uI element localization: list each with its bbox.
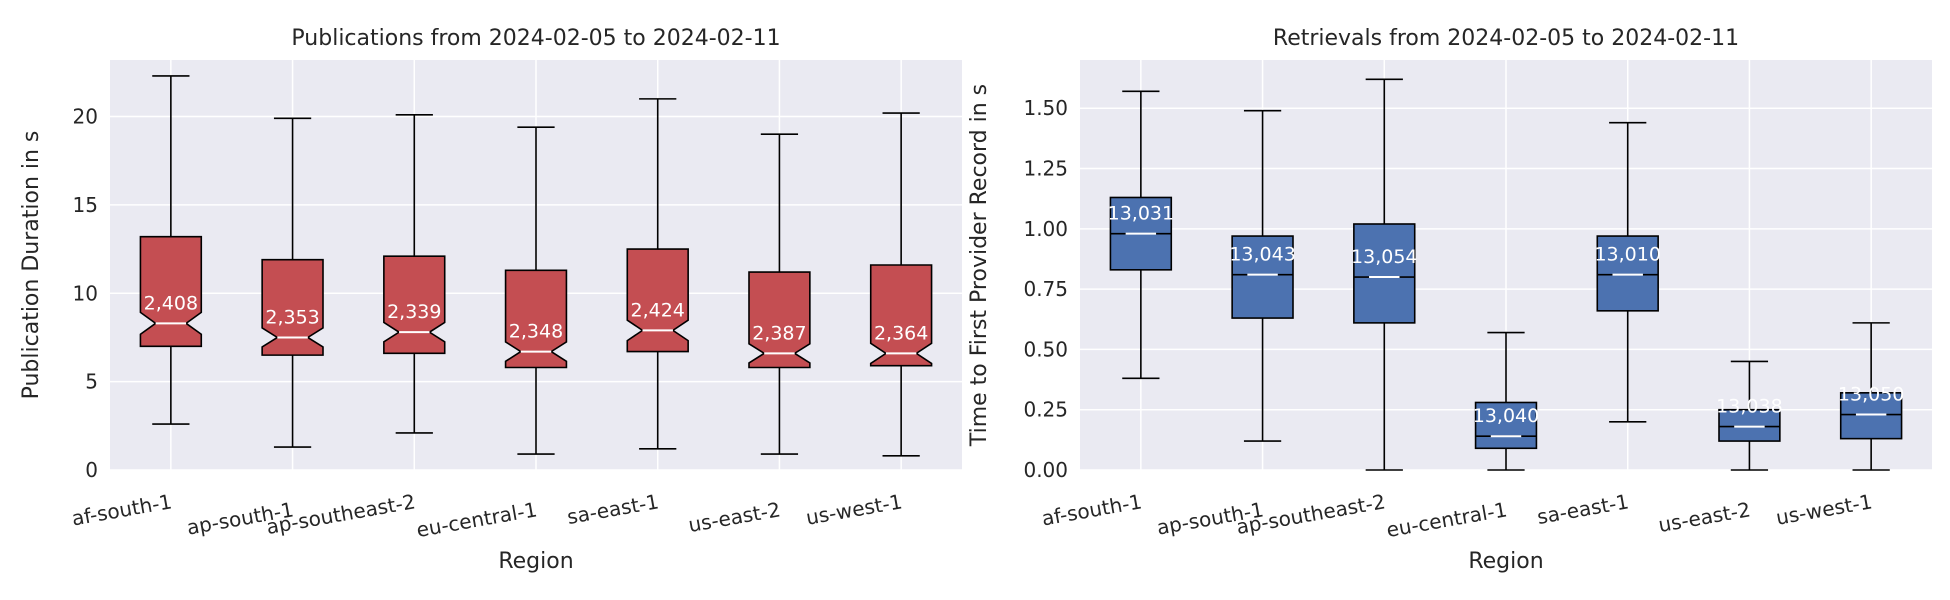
y-tick-label: 1.25	[1023, 157, 1068, 181]
box-body	[1474, 401, 1538, 450]
x-axis-label: Region	[1468, 549, 1543, 574]
box-body	[383, 255, 446, 355]
y-tick-label: 10	[73, 281, 98, 305]
box-us-east-2: 13,038	[1716, 360, 1783, 471]
box-ap-south-1: 13,043	[1229, 109, 1296, 442]
count-label: 13,050	[1838, 384, 1904, 406]
x-tick-label: us-east-2	[686, 497, 782, 537]
count-label: 2,339	[387, 301, 441, 323]
box-ap-south-1: 2,353	[261, 117, 324, 448]
box-body	[626, 248, 689, 353]
x-tick-label: us-west-1	[1774, 489, 1874, 530]
count-label: 2,353	[265, 306, 319, 328]
y-tick-label: 0.75	[1023, 277, 1068, 301]
y-tick-label: 0.25	[1023, 398, 1068, 422]
box-body	[1718, 408, 1781, 442]
count-label: 2,387	[752, 322, 806, 344]
box-body	[1839, 392, 1903, 440]
count-label: 13,010	[1594, 244, 1660, 266]
x-tick-label: af-south-1	[70, 489, 174, 530]
count-label: 13,043	[1229, 244, 1295, 266]
box-af-south-1: 13,031	[1108, 90, 1174, 380]
x-axis-label: Region	[498, 549, 573, 574]
chart-title: Publications from 2024-02-05 to 2024-02-…	[291, 26, 780, 51]
y-tick-label: 0.50	[1023, 337, 1068, 361]
x-tick-label: sa-east-1	[565, 489, 660, 529]
x-tick-label: eu-central-1	[1385, 497, 1509, 542]
box-us-west-1: 13,050	[1838, 322, 1904, 471]
box-body	[504, 269, 568, 369]
box-af-south-1: 2,408	[139, 75, 203, 425]
count-label: 13,054	[1351, 246, 1417, 268]
y-tick-label: 1.00	[1023, 217, 1068, 241]
box-us-east-2: 2,387	[748, 133, 811, 455]
y-tick-label: 0	[85, 458, 98, 482]
x-tick-label: sa-east-1	[1535, 489, 1630, 529]
count-label: 2,408	[144, 292, 198, 314]
y-tick-label: 5	[85, 370, 98, 394]
count-label: 2,424	[631, 299, 685, 321]
x-tick-label: us-west-1	[804, 489, 904, 530]
box-us-west-1: 2,364	[869, 112, 933, 457]
box-body	[1231, 235, 1294, 319]
box-body	[869, 264, 933, 367]
chart-title: Retrievals from 2024-02-05 to 2024-02-11	[1273, 26, 1739, 51]
count-label: 13,038	[1716, 396, 1782, 418]
y-tick-label: 15	[73, 193, 98, 217]
x-tick-label: ap-southeast-2	[1234, 489, 1387, 539]
box-body	[1596, 235, 1659, 312]
box-body	[748, 271, 811, 369]
box-eu-central-1: 13,040	[1473, 331, 1539, 471]
box-sa-east-1: 13,010	[1594, 121, 1661, 423]
x-tick-label: ap-southeast-2	[264, 489, 417, 539]
x-tick-label: us-east-2	[1656, 497, 1752, 537]
y-axis-label: Time to First Provider Record in s	[967, 84, 992, 447]
count-label: 13,040	[1473, 405, 1539, 427]
box-sa-east-1: 2,424	[626, 98, 689, 450]
box-body	[1353, 223, 1416, 324]
x-tick-label: eu-central-1	[415, 497, 539, 542]
chart-retrievals: 0.00 0.25 0.50 0.75 1.00 1.25 1.50 af-south-1 ap…	[967, 26, 1932, 574]
y-tick-label: 20	[73, 105, 98, 129]
x-tick-label: af-south-1	[1040, 489, 1144, 530]
count-label: 2,364	[874, 322, 928, 344]
y-tick-label: 0.00	[1023, 458, 1068, 482]
count-label: 2,348	[509, 321, 563, 343]
y-axis-label: Publication Duration in s	[19, 131, 44, 400]
box-body	[261, 258, 324, 356]
box-body	[139, 235, 203, 348]
y-tick-label: 1.50	[1023, 96, 1068, 120]
box-ap-southeast-2: 2,339	[383, 113, 446, 434]
box-ap-southeast-2: 13,054	[1351, 78, 1418, 471]
box-eu-central-1: 2,348	[504, 126, 568, 455]
count-label: 13,031	[1108, 203, 1174, 225]
